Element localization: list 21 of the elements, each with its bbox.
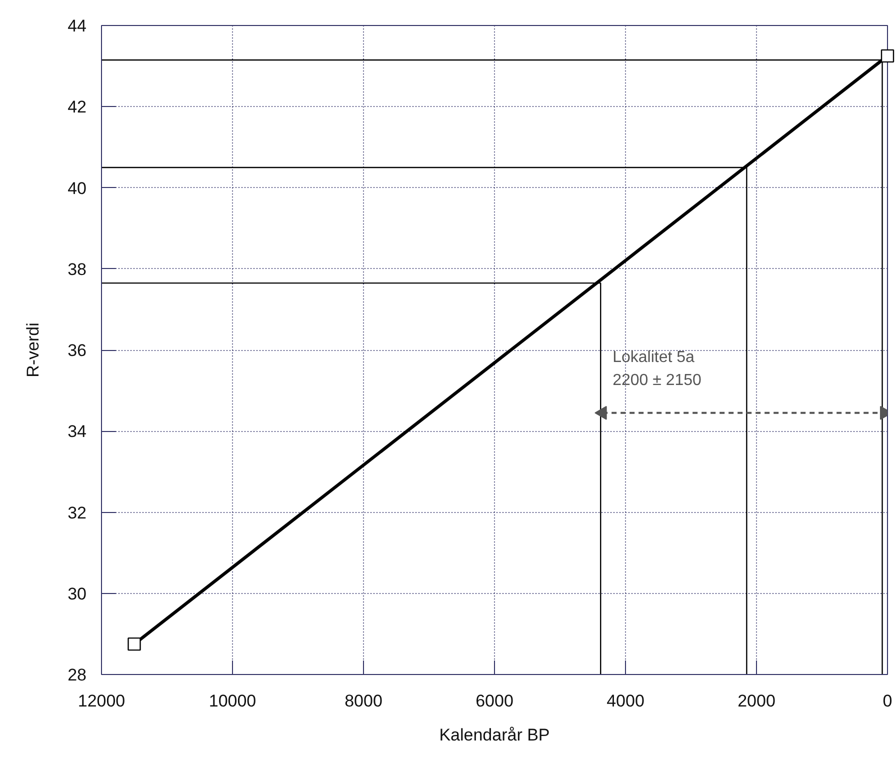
x-tick-label: 8000 (344, 692, 382, 710)
x-tick-label: 10000 (208, 692, 256, 710)
point (880, 49, 894, 63)
x-tick-label: 6000 (476, 692, 514, 710)
y-tick-label: 38 (68, 260, 87, 279)
y-tick-label: 40 (68, 178, 87, 198)
y-tick-label: 36 (68, 341, 87, 360)
x-axis-title: Kalendarår BP (439, 726, 550, 744)
y-tick-label: 44 (68, 16, 87, 36)
y-axis-title: R-verdi (24, 322, 43, 378)
x-tick-label: 4000 (606, 692, 644, 710)
y-tick-label: 32 (68, 503, 87, 522)
y-tick-label: 30 (68, 584, 87, 604)
y-tick-label: 34 (68, 422, 87, 442)
y-tick-label: 28 (68, 666, 87, 684)
point (128, 637, 141, 651)
y-tick-label: 42 (68, 98, 87, 117)
x-tick-label: 12000 (78, 692, 126, 710)
x-tick-label: 2000 (738, 692, 776, 710)
x-tick-label: 0 (882, 692, 892, 710)
annotation: Lokalitet 5a 2200 ± 2150 (612, 348, 702, 389)
